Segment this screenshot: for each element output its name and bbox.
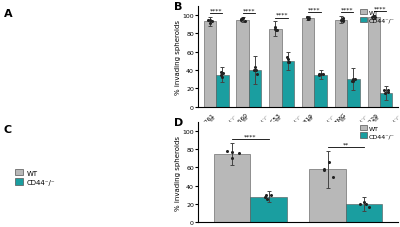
Bar bbox=[310, 170, 346, 222]
Text: CD44⁻/⁻: CD44⁻/⁻ bbox=[255, 114, 270, 129]
Text: WT: WT bbox=[276, 114, 283, 122]
Text: C: C bbox=[4, 124, 12, 134]
Text: CD44⁻/⁻: CD44⁻/⁻ bbox=[354, 114, 369, 129]
Bar bbox=[347, 80, 360, 107]
Bar bbox=[282, 62, 294, 107]
Text: B: B bbox=[174, 2, 182, 12]
Bar bbox=[214, 154, 250, 222]
Bar bbox=[380, 94, 392, 107]
Bar bbox=[335, 20, 347, 107]
Text: CD44⁻/⁻: CD44⁻/⁻ bbox=[386, 114, 400, 129]
Y-axis label: % invading spheroids: % invading spheroids bbox=[175, 20, 181, 94]
Bar bbox=[204, 22, 216, 107]
Bar bbox=[249, 71, 261, 107]
Bar bbox=[236, 20, 249, 107]
Bar bbox=[216, 75, 228, 107]
Bar bbox=[250, 197, 287, 222]
Text: WT: WT bbox=[308, 114, 316, 122]
Bar bbox=[314, 75, 327, 107]
Text: ****: **** bbox=[210, 8, 222, 13]
Text: ****: **** bbox=[374, 6, 386, 11]
Text: WT: WT bbox=[243, 114, 250, 122]
Bar bbox=[368, 18, 380, 107]
Bar bbox=[269, 30, 282, 107]
Bar bbox=[346, 204, 382, 222]
Bar bbox=[302, 19, 314, 107]
Text: ****: **** bbox=[308, 7, 321, 12]
Text: CD44⁻/⁻: CD44⁻/⁻ bbox=[321, 114, 336, 129]
Text: WT: WT bbox=[341, 114, 349, 122]
Text: CD44⁻/⁻: CD44⁻/⁻ bbox=[288, 114, 303, 129]
Legend: WT, CD44⁻/⁻: WT, CD44⁻/⁻ bbox=[360, 10, 395, 23]
Text: ****: **** bbox=[243, 8, 255, 13]
Text: A: A bbox=[4, 9, 12, 19]
Text: ****: **** bbox=[244, 134, 257, 138]
Text: CD44⁻/⁻: CD44⁻/⁻ bbox=[222, 114, 238, 129]
Text: ****: **** bbox=[276, 13, 288, 18]
Legend: WT, CD44⁻/⁻: WT, CD44⁻/⁻ bbox=[360, 125, 395, 139]
Text: D: D bbox=[174, 117, 183, 127]
Text: **: ** bbox=[342, 142, 349, 147]
Text: WT: WT bbox=[210, 114, 218, 122]
Legend: WT, CD44⁻/⁻: WT, CD44⁻/⁻ bbox=[14, 170, 55, 185]
Text: ****: **** bbox=[341, 7, 354, 12]
Y-axis label: % invading spheroids: % invading spheroids bbox=[175, 135, 181, 210]
Text: WT: WT bbox=[374, 114, 382, 122]
